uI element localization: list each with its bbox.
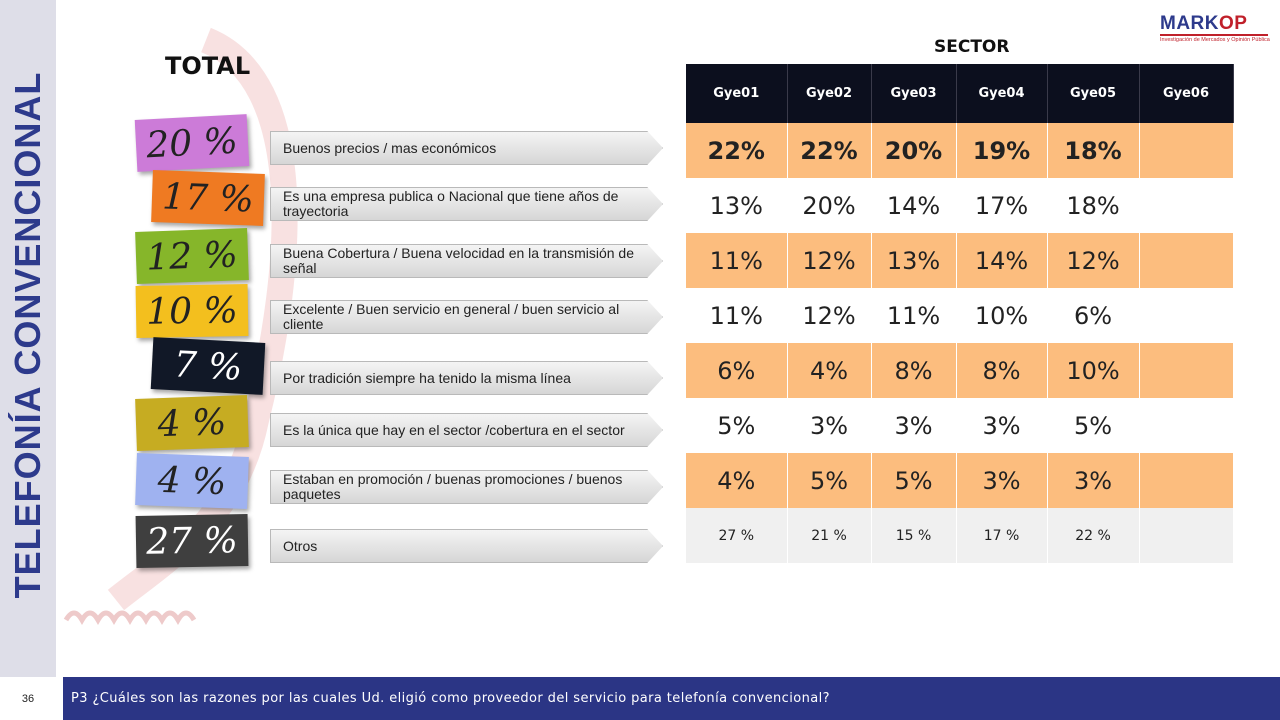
table-cell: 20% bbox=[787, 178, 872, 233]
reason-label: Buenos precios / mas económicos bbox=[270, 131, 663, 165]
reason-label: Es la única que hay en el sector /cobert… bbox=[270, 413, 663, 447]
table-cell: 3% bbox=[956, 398, 1048, 453]
table-cell: 6% bbox=[686, 343, 788, 398]
table-cell: 12% bbox=[787, 288, 872, 343]
table-cell: 13% bbox=[871, 233, 957, 288]
table-cell: 3% bbox=[871, 398, 957, 453]
table-cell: 17 % bbox=[956, 508, 1048, 563]
table-cell: 11% bbox=[871, 288, 957, 343]
table-cell bbox=[1139, 178, 1234, 233]
table-cell: 10% bbox=[1047, 343, 1140, 398]
table-cell bbox=[1139, 508, 1234, 563]
table-cell: 18% bbox=[1047, 123, 1140, 178]
percent-sticker: 4 % bbox=[135, 395, 249, 451]
reason-label: Es una empresa publica o Nacional que ti… bbox=[270, 187, 663, 221]
table-cell bbox=[1139, 123, 1234, 178]
table-cell: 14% bbox=[956, 233, 1048, 288]
percent-sticker: 27 % bbox=[135, 514, 249, 568]
table-row: 4% 5% 5% 3% 3% bbox=[686, 453, 1234, 508]
sector-table-header: Gye01 Gye02 Gye03 Gye04 Gye05 Gye06 bbox=[686, 64, 1234, 123]
table-cell: 4% bbox=[787, 343, 872, 398]
logo-word-a: MARK bbox=[1160, 13, 1219, 34]
table-cell: 22% bbox=[787, 123, 872, 178]
table-row: 6% 4% 8% 8% 10% bbox=[686, 343, 1234, 398]
table-cell: 22% bbox=[686, 123, 788, 178]
logo-word-b: OP bbox=[1219, 13, 1248, 34]
table-cell bbox=[1139, 288, 1234, 343]
table-cell: 12% bbox=[1047, 233, 1140, 288]
table-cell: 3% bbox=[1047, 453, 1140, 508]
table-cell: 11% bbox=[686, 288, 788, 343]
footer: 36 P3 ¿Cuáles son las razones por las cu… bbox=[0, 677, 1280, 720]
slide-vertical-title: TELEFONÍA CONVENCIONAL bbox=[0, 0, 56, 677]
markop-logo: MARKOP Investigación de Mercados y Opini… bbox=[1160, 13, 1270, 44]
sector-column-header: Gye01 bbox=[686, 64, 788, 123]
percent-sticker: 4 % bbox=[135, 453, 249, 509]
table-cell: 20% bbox=[871, 123, 957, 178]
total-heading: TOTAL bbox=[165, 52, 251, 80]
table-row: 22% 22% 20% 19% 18% bbox=[686, 123, 1234, 178]
table-cell: 13% bbox=[686, 178, 788, 233]
question-bar: P3 ¿Cuáles son las razones por las cuale… bbox=[63, 677, 1280, 720]
table-cell bbox=[1139, 233, 1234, 288]
question-text: P3 ¿Cuáles son las razones por las cuale… bbox=[71, 691, 830, 706]
table-cell: 11% bbox=[686, 233, 788, 288]
sector-column-header: Gye06 bbox=[1139, 64, 1234, 123]
percent-sticker: 20 % bbox=[134, 114, 250, 172]
reason-label: Buena Cobertura / Buena velocidad en la … bbox=[270, 244, 663, 278]
reason-label: Otros bbox=[270, 529, 663, 563]
table-cell: 5% bbox=[686, 398, 788, 453]
table-cell: 21 % bbox=[787, 508, 872, 563]
table-cell: 3% bbox=[787, 398, 872, 453]
table-cell bbox=[1139, 343, 1234, 398]
table-cell: 8% bbox=[956, 343, 1048, 398]
table-cell: 27 % bbox=[686, 508, 788, 563]
table-row: 13% 20% 14% 17% 18% bbox=[686, 178, 1234, 233]
table-cell: 17% bbox=[956, 178, 1048, 233]
table-cell: 22 % bbox=[1047, 508, 1140, 563]
sector-column-header: Gye04 bbox=[956, 64, 1048, 123]
sidebar bbox=[0, 0, 56, 677]
sector-table: Gye01 Gye02 Gye03 Gye04 Gye05 Gye06 22% 22% 20%… bbox=[686, 64, 1234, 563]
sector-column-header: Gye03 bbox=[871, 64, 957, 123]
table-cell: 8% bbox=[871, 343, 957, 398]
table-cell: 6% bbox=[1047, 288, 1140, 343]
sector-heading: SECTOR bbox=[934, 37, 1010, 57]
reason-label: Estaban en promoción / buenas promocione… bbox=[270, 470, 663, 504]
table-cell: 10% bbox=[956, 288, 1048, 343]
table-row: 11% 12% 13% 14% 12% bbox=[686, 233, 1234, 288]
table-cell: 5% bbox=[1047, 398, 1140, 453]
table-cell: 15 % bbox=[871, 508, 957, 563]
percent-sticker: 12 % bbox=[135, 228, 249, 284]
table-row: 11% 12% 11% 10% 6% bbox=[686, 288, 1234, 343]
vertical-title-text: TELEFONÍA CONVENCIONAL bbox=[7, 71, 48, 599]
table-cell: 14% bbox=[871, 178, 957, 233]
reason-label: Por tradición siempre ha tenido la misma… bbox=[270, 361, 663, 395]
percent-sticker: 17 % bbox=[151, 170, 265, 226]
table-cell: 18% bbox=[1047, 178, 1140, 233]
table-cell bbox=[1139, 453, 1234, 508]
reason-label: Excelente / Buen servicio en general / b… bbox=[270, 300, 663, 334]
table-cell: 4% bbox=[686, 453, 788, 508]
percent-sticker: 10 % bbox=[135, 284, 249, 338]
table-row: 5% 3% 3% 3% 5% bbox=[686, 398, 1234, 453]
table-row: 27 % 21 % 15 % 17 % 22 % bbox=[686, 508, 1234, 563]
sector-column-header: Gye02 bbox=[787, 64, 872, 123]
percent-sticker: 7 % bbox=[150, 337, 266, 395]
page-number: 36 bbox=[0, 677, 56, 720]
table-cell: 3% bbox=[956, 453, 1048, 508]
table-cell: 12% bbox=[787, 233, 872, 288]
table-cell: 5% bbox=[871, 453, 957, 508]
table-cell: 19% bbox=[956, 123, 1048, 178]
table-cell: 5% bbox=[787, 453, 872, 508]
logo-tagline: Investigación de Mercados y Opinión Públ… bbox=[1160, 34, 1270, 43]
table-cell bbox=[1139, 398, 1234, 453]
sector-column-header: Gye05 bbox=[1047, 64, 1140, 123]
